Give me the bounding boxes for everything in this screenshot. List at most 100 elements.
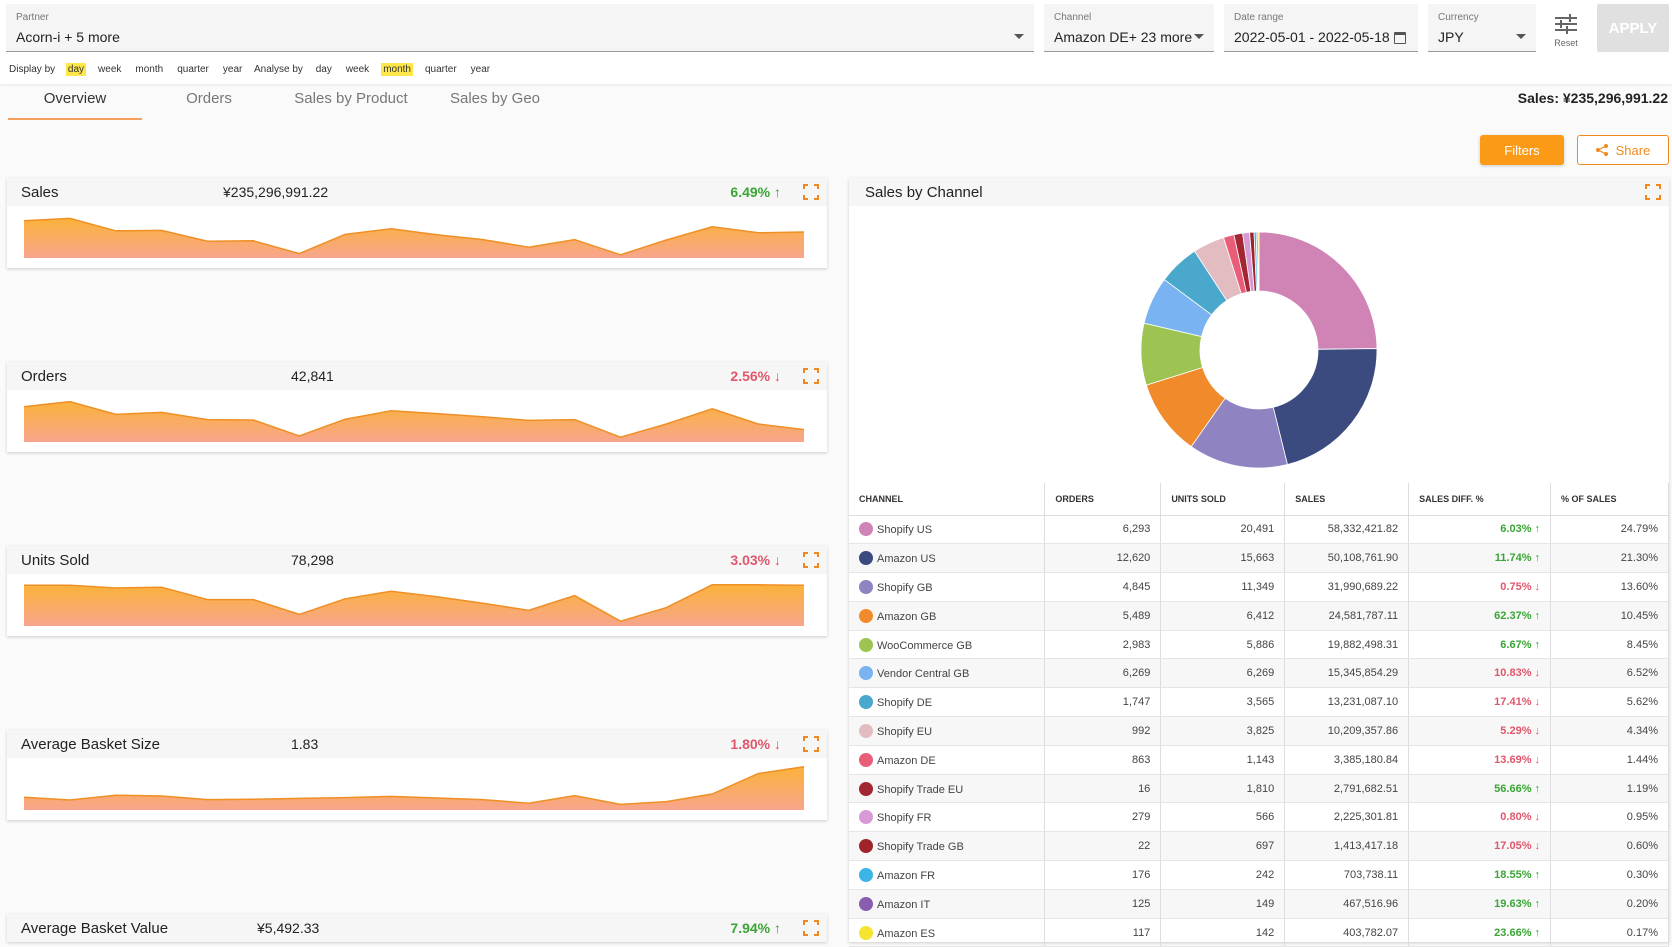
column-header-units-sold[interactable]: UNITS SOLD [1160,483,1286,516]
calendar-icon[interactable] [1394,32,1406,44]
orders-cell: 6,293 [1044,515,1162,545]
units-cell: 142 [1160,918,1286,947]
expand-icon[interactable] [803,368,819,384]
display-option-month[interactable]: month [135,64,164,75]
kpi-value: 78,298 [291,552,334,568]
sales-diff-cell: 13.69% ↓ [1408,745,1552,775]
table-row[interactable]: Shopify US 6,293 20,491 58,332,421.82 6.03% … [849,515,1669,545]
arrow-up-icon: ↑ [1534,638,1541,651]
sales-diff-cell: 5.29% ↓ [1408,716,1552,746]
arrow-down-icon: ↓ [774,368,781,384]
sales-diff-cell: 17.05% ↓ [1408,831,1552,862]
channel-table: CHANNEL ORDERS UNITS SOLD SALES SALES DIFF. … [849,483,1669,947]
analyse-option-day[interactable]: day [315,64,332,75]
tab-overview[interactable]: Overview [8,86,142,120]
apply-button[interactable]: APPLY [1597,4,1669,52]
table-row[interactable]: Amazon FR 176 242 703,738.11 18.55% ↑ 0.30% [849,860,1669,890]
date-range-value: 2022-05-01 - 2022-05-18 [1234,29,1390,45]
analyse-option-year[interactable]: year [470,64,491,75]
column-header-channel[interactable]: CHANNEL [849,483,1046,516]
share-button[interactable]: Share [1577,135,1669,165]
share-cell: 0.30% [1550,860,1669,890]
kpi-name: Units Sold [21,552,90,569]
display-option-day[interactable]: day [65,63,87,76]
table-row[interactable]: Amazon DE 863 1,143 3,385,180.84 13.69% ↓ 1.4… [849,745,1669,775]
table-row[interactable]: Vendor Central GB 6,269 6,269 15,345,854.29… [849,658,1669,689]
donut-slice-amazon-us[interactable] [1272,348,1378,466]
table-row[interactable]: Shopify GB 4,845 11,349 31,990,689.22 0.75% … [849,572,1669,602]
donut-slice-amazon-es[interactable] [1257,231,1260,292]
kpi-card-sales: Sales ¥235,296,991.22 6.49% ↑ [7,178,827,268]
channel-name: Vendor Central GB [877,668,970,681]
display-option-week[interactable]: week [98,64,122,75]
kpi-change-value: 2.56% [730,368,771,384]
currency-label: Currency [1438,12,1479,23]
channel-cell: Shopify GB [849,572,1046,602]
kpi-card-orders: Orders 42,841 2.56% ↓ [7,362,827,452]
kpi-header: Orders 42,841 2.56% ↓ [7,362,827,390]
arrow-down-icon: ↓ [774,736,781,752]
units-cell: 697 [1160,831,1286,862]
sales-diff-value: 11.74% [1494,552,1532,565]
analyse-option-week[interactable]: week [345,64,370,75]
orders-cell: 125 [1044,889,1162,919]
units-cell: 149 [1160,889,1286,919]
legend-dot [859,551,873,566]
channel-select[interactable]: Channel Amazon DE+ 23 more [1044,4,1214,52]
kpi-change: 1.80% ↓ [730,736,781,752]
reset-button[interactable]: Reset [1544,10,1588,48]
donut-slice-shopify-us[interactable] [1258,231,1378,350]
table-row[interactable]: Amazon GB 5,489 6,412 24,581,787.11 62.37% ↑… [849,601,1669,631]
share-cell: 13.60% [1550,572,1669,602]
channel-name: Amazon GB [877,610,937,623]
units-cell: 6,269 [1160,658,1286,689]
chevron-down-icon [1194,34,1204,39]
table-row[interactable]: WooCommerce GB 2,983 5,886 19,882,498.31 6.6… [849,630,1669,660]
table-row[interactable]: Amazon US 12,620 15,663 50,108,761.90 11.74%… [849,543,1669,574]
table-row[interactable]: Amazon ES 117 142 403,782.07 23.66% ↑ 0.17% [849,918,1669,947]
column-header-orders[interactable]: ORDERS [1044,483,1162,516]
tab-sales-by-geo[interactable]: Sales by Geo [449,90,541,107]
table-row[interactable]: Shopify DE 1,747 3,565 13,231,087.10 17.41% … [849,687,1669,718]
kpi-name: Orders [21,368,67,385]
arrow-up-icon: ↑ [774,920,781,936]
column-header--of-sales[interactable]: % OF SALES [1550,483,1669,516]
partner-value: Acorn-i + 5 more [16,29,120,45]
tab-orders[interactable]: Orders [186,90,232,107]
tab-sales-by-product[interactable]: Sales by Product [294,90,408,107]
column-header-sales-diff[interactable]: SALES DIFF. % [1408,483,1552,516]
units-cell: 1,810 [1160,774,1286,804]
partner-select[interactable]: Partner Acorn-i + 5 more [6,4,1034,52]
display-option-year[interactable]: year [222,64,243,75]
column-header-sales[interactable]: SALES [1284,483,1410,516]
date-range-field[interactable]: Date range 2022-05-01 - 2022-05-18 [1224,4,1418,52]
expand-icon[interactable] [803,552,819,568]
channel-name: Amazon US [877,553,936,566]
currency-select[interactable]: Currency JPY [1428,4,1536,52]
display-option-quarter[interactable]: quarter [177,64,209,75]
table-row[interactable]: Shopify EU 992 3,825 10,209,357.86 5.29% ↓ 4.… [849,716,1669,746]
sales-cell: 10,209,357.86 [1284,716,1410,746]
kpi-header: Average Basket Size 1.83 1.80% ↓ [7,730,827,758]
kpi-header: Sales ¥235,296,991.22 6.49% ↑ [7,178,827,206]
expand-icon[interactable] [803,184,819,200]
filters-button[interactable]: Filters [1480,135,1564,165]
table-row[interactable]: Amazon IT 125 149 467,516.96 19.63% ↑ 0.20% [849,889,1669,919]
channel-name: Shopify Trade EU [877,783,964,796]
sales-cell: 13,231,087.10 [1284,687,1410,718]
expand-icon[interactable] [803,736,819,752]
channel-cell: Shopify DE [849,687,1046,718]
sales-diff-value: 6.67% [1500,638,1532,651]
expand-icon[interactable] [1645,184,1661,200]
analyse-option-quarter[interactable]: quarter [424,64,457,75]
channel-name: Amazon FR [877,869,936,882]
chevron-down-icon [1516,34,1526,39]
analyse-option-month[interactable]: month [381,63,413,76]
table-row[interactable]: Shopify Trade EU 16 1,810 2,791,682.51 56.66… [849,774,1669,804]
sales-cell: 403,782.07 [1284,918,1410,947]
table-row[interactable]: Shopify Trade GB 22 697 1,413,417.18 17.05% … [849,831,1669,862]
orders-cell: 2,983 [1044,630,1162,660]
expand-icon[interactable] [803,920,819,936]
table-row[interactable]: Shopify FR 279 566 2,225,301.81 0.80% ↓ 0.95% [849,802,1669,833]
arrow-down-icon: ↓ [1534,840,1541,853]
